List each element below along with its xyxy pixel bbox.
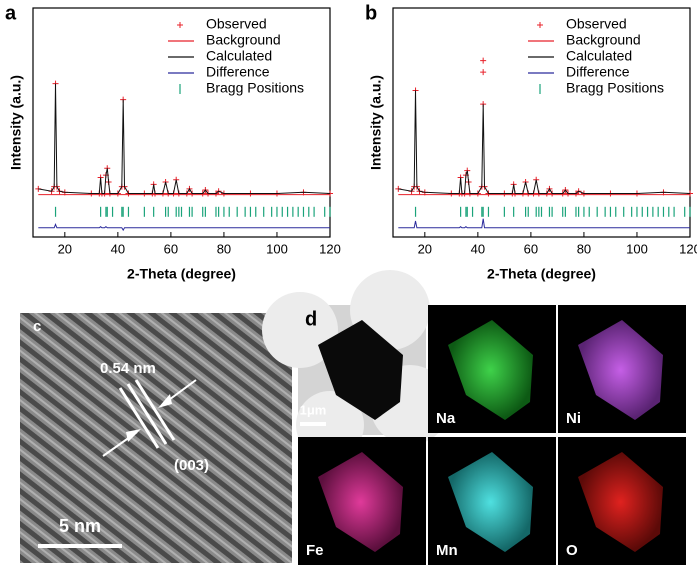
observed-point (480, 57, 487, 64)
y-axis-label: Intensity (a.u.) (368, 75, 384, 170)
element-label: Mn (436, 542, 458, 559)
series-line (38, 83, 331, 194)
legend-label: Background (566, 32, 641, 48)
x-tick-label: 40 (471, 241, 485, 256)
legend-label: Difference (206, 64, 270, 80)
observed-point (480, 69, 487, 76)
plot-frame (32, 7, 331, 238)
panel-label: a (5, 2, 17, 24)
legend-label: Background (206, 32, 281, 48)
plane-label: (003) (174, 457, 209, 474)
plot-frame (392, 7, 691, 238)
legend-label: Difference (566, 64, 630, 80)
series-line (398, 218, 690, 229)
panel-d: d 1μm Na Ni Fe Mn O (262, 270, 686, 565)
particle (448, 452, 533, 552)
hrtem-image (20, 313, 292, 563)
fringe-line (134, 379, 176, 441)
particle (318, 320, 403, 420)
y-axis-label: Intensity (a.u.) (8, 75, 24, 170)
panel-c: c 0.54 nm (003) 5 nm (20, 313, 292, 563)
x-tick-label: 120 (319, 241, 341, 256)
fringe-line (126, 383, 168, 445)
series-line (38, 223, 330, 232)
legend-label: Calculated (566, 48, 632, 64)
panel-label: c (33, 318, 41, 335)
series-line (398, 90, 691, 194)
fringe-line (118, 387, 160, 449)
arrow-head (158, 394, 172, 408)
element-label: Fe (306, 542, 324, 559)
x-tick-label: 40 (111, 241, 125, 256)
x-axis-label: 2-Theta (degree) (127, 266, 236, 282)
x-tick-label: 60 (164, 241, 178, 256)
particle (448, 320, 533, 420)
legend-label: Bragg Positions (206, 80, 304, 96)
scale-label: 5 nm (59, 516, 101, 536)
legend-label: Observed (206, 16, 267, 32)
scale-label: 1μm (300, 402, 327, 417)
legend-swatch (537, 22, 543, 28)
particle (578, 452, 663, 552)
scale-bar (300, 422, 326, 426)
panel-label: d (305, 308, 317, 330)
particle (318, 452, 403, 552)
element-label: Na (436, 410, 456, 427)
panel-label: b (365, 2, 377, 24)
x-tick-label: 60 (524, 241, 538, 256)
x-tick-label: 80 (577, 241, 591, 256)
legend-label: Observed (566, 16, 627, 32)
spacing-label: 0.54 nm (100, 360, 156, 377)
grid-hole (262, 292, 338, 368)
element-label: O (566, 542, 578, 559)
x-tick-label: 120 (679, 241, 697, 256)
x-tick-label: 100 (626, 241, 648, 256)
x-axis-label: 2-Theta (degree) (487, 266, 596, 282)
element-label: Ni (566, 410, 581, 427)
arrow-head (126, 429, 141, 442)
x-tick-label: 80 (217, 241, 231, 256)
x-tick-label: 20 (418, 241, 432, 256)
scale-bar (38, 544, 122, 548)
legend-label: Calculated (206, 48, 272, 64)
x-tick-label: 100 (266, 241, 288, 256)
legend-swatch (177, 22, 183, 28)
legend-label: Bragg Positions (566, 80, 664, 96)
x-tick-label: 20 (58, 241, 72, 256)
particle (578, 320, 663, 420)
